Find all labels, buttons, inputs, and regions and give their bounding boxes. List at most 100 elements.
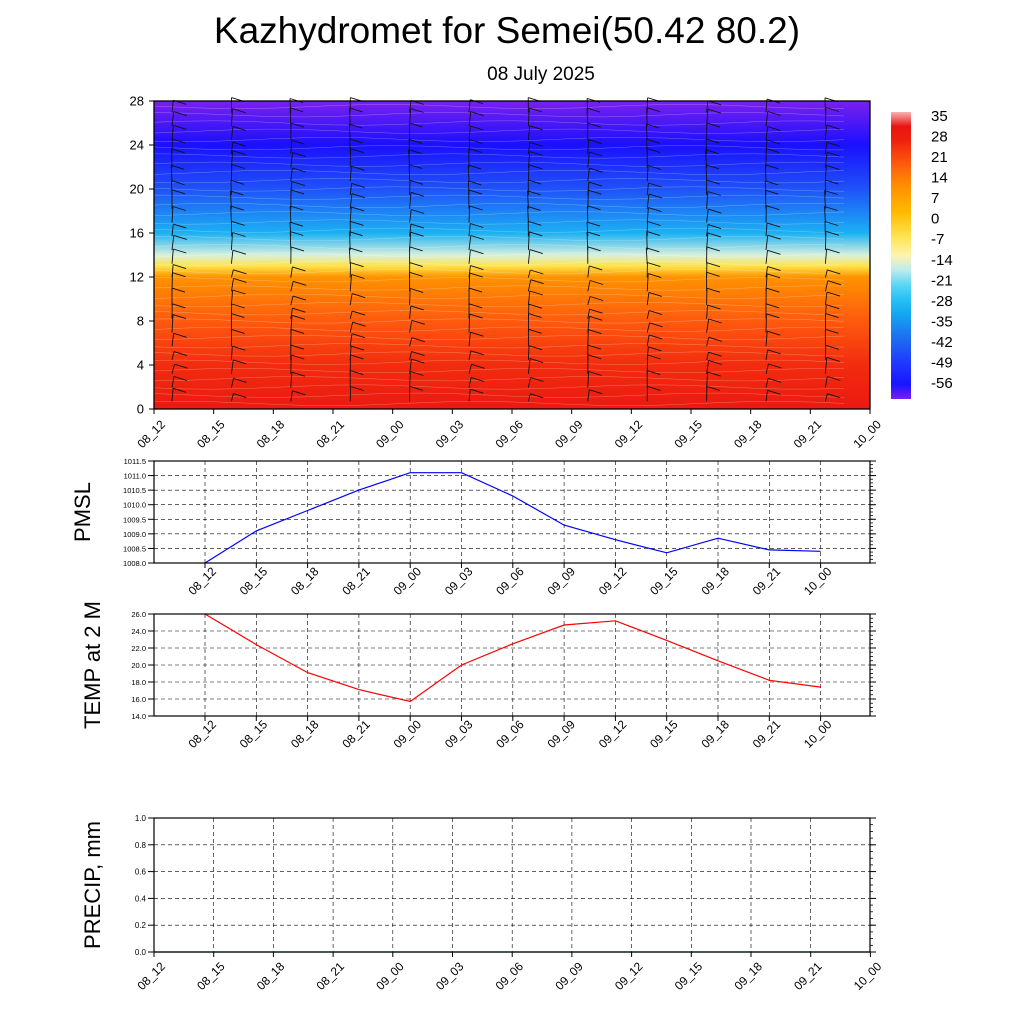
wind-barb-staff: [468, 111, 472, 127]
wind-barb-flag: [468, 287, 483, 293]
ytick-label: 0.4: [135, 894, 147, 903]
heatmap-ytick-label: 16: [130, 226, 144, 241]
heatmap-xtick-label: 09_09: [552, 417, 586, 451]
wind-barb-flag: [351, 206, 365, 212]
ytick-label: 14.0: [131, 712, 146, 721]
wind-barb-flag: [528, 313, 542, 319]
wind-barb-flag: [646, 230, 660, 236]
heatmap-xtick-label: 08_18: [254, 417, 288, 451]
wind-barb-flag: [171, 164, 185, 170]
heatmap-xtick-label: 09_00: [373, 417, 407, 451]
wind-barb-flag: [708, 208, 722, 214]
wind-barb-flag: [174, 363, 188, 369]
xtick-label: 09_03: [433, 959, 467, 993]
wind-barb-flag: [233, 359, 247, 365]
xtick-label: 08_21: [339, 564, 373, 598]
wind-barb-flag: [826, 356, 840, 362]
wind-barb-flag: [291, 139, 305, 145]
wind-barb-flag: [410, 305, 424, 311]
wind-barb-staff: [230, 378, 234, 388]
wind-barb-staff: [290, 181, 293, 196]
wind-barb-flag: [528, 345, 543, 351]
wind-barb-staff: [468, 332, 471, 347]
ytick-label: 0.0: [135, 948, 147, 957]
wind-barb-flag: [825, 107, 840, 112]
wind-barb-staff: [409, 100, 412, 113]
y-axis-label: TEMP at 2 M: [80, 601, 105, 729]
wind-barb-flag: [292, 152, 306, 158]
wind-barb-flag: [826, 291, 841, 297]
wind-barb-staff: [171, 206, 174, 223]
ytick-label: 0.8: [135, 841, 147, 850]
wind-barb-staff: [587, 265, 590, 278]
colorbar-label: -21: [931, 272, 953, 289]
wind-barb-staff: [527, 269, 531, 278]
wind-barb-staff: [765, 266, 768, 278]
xtick-label: 09_00: [391, 564, 425, 598]
wind-barb-staff: [349, 107, 351, 127]
wind-barb-flag: [411, 337, 425, 343]
wind-barb-staff: [289, 205, 292, 223]
wind-barb-staff: [171, 125, 174, 141]
isotherm-line: [153, 120, 845, 126]
wind-barb-flag: [232, 249, 247, 255]
wind-barb-flag: [825, 344, 839, 350]
wind-barb-flag: [411, 358, 425, 364]
xtick-label: 08_15: [237, 564, 271, 598]
wind-barb-flag: [827, 376, 841, 381]
wind-barb-staff: [646, 292, 650, 306]
precip-panel: 0.0 0.2 0.4 0.6 0.8 1.0 08_12 08_15 08_18 08_21 09…: [80, 814, 885, 993]
wind-barb-flag: [826, 151, 841, 157]
isotherm-line: [153, 112, 845, 118]
wind-barb-flag: [765, 303, 780, 309]
wind-barb-staff: [587, 309, 590, 319]
wind-barb-staff: [349, 193, 353, 209]
y-axis-label: PRECIP, mm: [80, 821, 105, 949]
wind-barb-flag: [409, 122, 423, 128]
wind-barb-flag: [232, 150, 246, 156]
wind-barb-staff: [587, 280, 591, 292]
wind-barb-flag: [766, 148, 780, 154]
ytick-label: 1010.0: [123, 501, 146, 510]
isotherm-line: [153, 170, 845, 175]
wind-barb-flag: [409, 262, 423, 268]
wind-barb-flag: [289, 107, 304, 113]
wind-barb-flag: [707, 304, 721, 310]
wind-barb-flag: [530, 279, 544, 285]
wind-barb-flag: [232, 108, 246, 114]
wind-barb-staff: [646, 231, 648, 251]
xtick-label: 09_09: [545, 717, 579, 751]
page-title: Kazhydromet for Semei(50.42 80.2): [213, 10, 801, 51]
colorbar-label: -7: [931, 231, 944, 248]
wind-barb-flag: [648, 182, 662, 188]
wind-barb-staff: [409, 224, 412, 237]
wind-barb-flag: [530, 377, 544, 382]
wind-barb-staff: [289, 222, 292, 237]
page-subtitle: 08 July 2025: [487, 64, 595, 85]
wind-barb-flag: [588, 139, 602, 145]
wind-barb-flag: [707, 232, 721, 238]
xtick-label: 10_00: [851, 959, 885, 993]
wind-barb-flag: [410, 231, 424, 237]
wind-barb-flag: [766, 287, 780, 293]
wind-barb-flag: [232, 289, 246, 295]
wind-barb-staff: [230, 359, 234, 374]
ytick-label: 1.0: [135, 814, 147, 823]
wind-barb-flag: [290, 328, 305, 334]
isotherm-line: [153, 260, 845, 266]
isotherm-line: [153, 293, 845, 299]
wind-barb-flag: [648, 291, 663, 297]
wind-barb-staff: [290, 315, 293, 333]
wind-barb-staff: [646, 107, 648, 127]
wind-barb-flag: [705, 149, 719, 155]
colorbar-label: 21: [931, 149, 948, 166]
ytick-label: 20.0: [131, 661, 146, 670]
wind-barb-flag: [411, 209, 425, 214]
isotherm-line: [153, 343, 845, 349]
wind-barb-staff: [706, 109, 709, 127]
colorbar-label: -49: [931, 354, 953, 371]
wind-barb-flag: [410, 108, 424, 113]
wind-barb-staff: [824, 292, 828, 306]
wind-barb-flag: [470, 331, 484, 337]
